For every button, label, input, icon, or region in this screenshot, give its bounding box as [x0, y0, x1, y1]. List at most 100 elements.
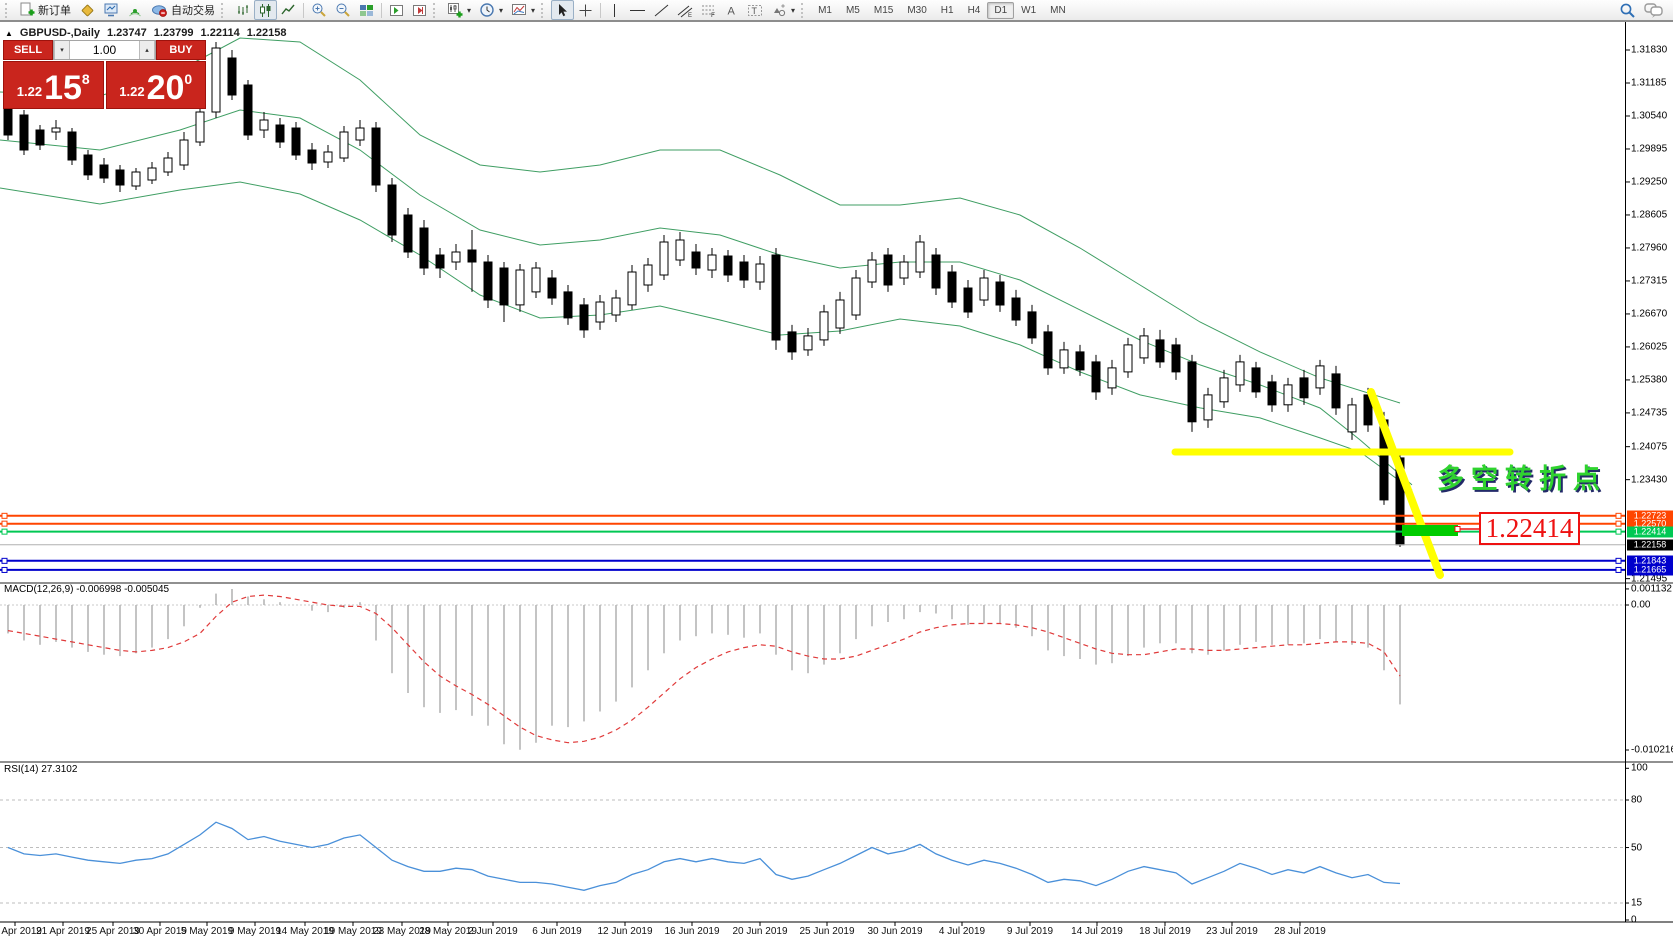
autotrade-label: 自动交易: [171, 5, 215, 17]
bar-chart-icon: [238, 4, 248, 15]
toolbar-separator: [600, 2, 602, 18]
candlestick-chart-button[interactable]: [254, 0, 277, 20]
trendline-icon: [654, 4, 669, 16]
line-handle[interactable]: [1615, 512, 1622, 519]
cursor-icon: [559, 3, 568, 16]
crosshair-tool-button[interactable]: [574, 0, 597, 20]
new-chart-button[interactable]: ▾: [443, 0, 475, 20]
level-lines[interactable]: [0, 512, 1625, 573]
volume-value[interactable]: 1.00: [92, 43, 117, 57]
green-highlight-bar[interactable]: [1402, 525, 1458, 536]
new-order-button[interactable]: 新订单: [15, 0, 75, 20]
tab-timeframe-mn[interactable]: MN: [1050, 4, 1066, 16]
trendline-tool-button[interactable]: [650, 0, 673, 20]
search-icon[interactable]: [1619, 2, 1636, 19]
bar-chart-button[interactable]: [231, 0, 254, 20]
turning-point-annotation[interactable]: 多空转折点: [1437, 464, 1607, 494]
text-label-tool-button[interactable]: T: [743, 0, 767, 20]
macd-scale-label: 0.001132: [1631, 583, 1672, 595]
window-previous-icon: [390, 4, 403, 16]
toolbar-grip[interactable]: [801, 2, 807, 18]
price-tag-1-22414[interactable]: 1.22414: [1479, 512, 1580, 545]
deposit-button[interactable]: [75, 0, 99, 20]
tab-timeframe-m5[interactable]: M5: [845, 4, 860, 16]
line-handle[interactable]: [1, 557, 8, 564]
tile-windows-button[interactable]: [355, 0, 378, 20]
line-chart-icon: [281, 4, 295, 14]
price-tick-label: 1.21495: [1631, 573, 1668, 585]
chart-drawings[interactable]: [1171, 388, 1514, 579]
zoom-in-button[interactable]: [307, 0, 331, 20]
tab-timeframe-m30[interactable]: M30: [907, 4, 927, 16]
line-handle[interactable]: [1, 528, 8, 535]
autotrade-icon: [152, 5, 167, 17]
candlestick-chart-icon: [260, 3, 271, 17]
date-label: 16 Jun 2019: [664, 926, 720, 937]
yellow-diagonal-trendline[interactable]: [1367, 388, 1444, 579]
one-click-trading-panel: SELL ▾ 1.00 ▴ BUY 1.22 15 8 1.22 20 0: [3, 40, 206, 109]
signals-button[interactable]: [123, 0, 147, 20]
tab-timeframe-h4[interactable]: H4: [967, 4, 981, 16]
sell-price-big: 15: [44, 69, 82, 108]
indicators-button[interactable]: ▾: [507, 0, 539, 20]
date-label: 12 Jun 2019: [597, 926, 653, 937]
line-handle[interactable]: [1615, 528, 1622, 535]
tab-timeframe-h1[interactable]: H1: [940, 4, 954, 16]
date-label: 9 Jul 2019: [1006, 926, 1054, 937]
chevron-down-icon: ▾: [531, 5, 536, 15]
chat-icon[interactable]: [1644, 2, 1664, 18]
autotrade-button[interactable]: 自动交易: [147, 0, 219, 20]
cursor-tool-button[interactable]: [551, 0, 575, 20]
line-handle[interactable]: [1, 520, 8, 527]
date-label: 2 Jun 2019: [468, 926, 518, 937]
zoom-out-icon: [336, 3, 350, 17]
vertical-line-tool-button[interactable]: [604, 0, 625, 20]
window-previous-button[interactable]: [385, 0, 408, 20]
buy-button[interactable]: BUY: [156, 40, 206, 60]
signals-icon: [129, 9, 141, 17]
date-label: 4 Jul 2019: [938, 926, 986, 937]
date-label: 20 Jun 2019: [732, 926, 788, 937]
toolbar-grip[interactable]: [433, 2, 439, 18]
shapes-tool-button[interactable]: ▾: [767, 0, 799, 20]
toolbar-grip[interactable]: [541, 2, 547, 18]
toolbar-grip[interactable]: [221, 2, 227, 18]
tile-windows-icon: [360, 4, 373, 16]
volume-stepper: ▾ 1.00 ▴: [53, 40, 156, 60]
virtual-hosting-button[interactable]: [99, 0, 123, 20]
line-handle[interactable]: [1615, 557, 1622, 564]
sell-button[interactable]: SELL: [3, 40, 53, 60]
buy-price-block[interactable]: 1.22 20 0: [105, 61, 206, 109]
fibonacci-tool-button[interactable]: F: [697, 0, 721, 20]
window-next-button[interactable]: [408, 0, 431, 20]
line-handle[interactable]: [1615, 520, 1622, 527]
line-handle[interactable]: [1, 512, 8, 519]
clock-icon: [480, 3, 494, 17]
tab-timeframe-d1[interactable]: D1: [987, 1, 1015, 19]
price-tick-label: 1.27315: [1631, 275, 1668, 287]
tab-timeframe-w1[interactable]: W1: [1021, 4, 1037, 16]
symbol-period-label: GBPUSD-,Daily: [19, 27, 100, 39]
line-handle[interactable]: [1615, 566, 1622, 573]
volume-decrease-button[interactable]: ▾: [54, 41, 70, 59]
equidistant-channel-tool-button[interactable]: E: [673, 0, 697, 20]
zoom-out-button[interactable]: [331, 0, 355, 20]
quote-close: 1.22158: [246, 27, 287, 39]
tab-timeframe-m1[interactable]: M1: [818, 4, 832, 16]
toolbar-grip[interactable]: [5, 2, 11, 18]
line-chart-button[interactable]: [277, 0, 300, 20]
macd-indicator-label: MACD(12,26,9) -0.006998 -0.005045: [4, 584, 170, 595]
text-tool-button[interactable]: A: [721, 0, 743, 20]
tab-timeframe-m15[interactable]: M15: [873, 4, 894, 16]
periods-button[interactable]: ▾: [475, 0, 507, 20]
date-label: 5 May 2019: [180, 926, 234, 937]
svg-text:A: A: [728, 5, 736, 17]
sell-price-block[interactable]: 1.22 15 8: [3, 61, 104, 109]
price-label-box: 1.21665: [1627, 564, 1673, 576]
volume-increase-button[interactable]: ▴: [139, 41, 155, 59]
collapse-triangle-icon[interactable]: ▲: [5, 28, 13, 38]
line-handle[interactable]: [1, 566, 8, 573]
horizontal-line-tool-button[interactable]: [625, 0, 650, 20]
